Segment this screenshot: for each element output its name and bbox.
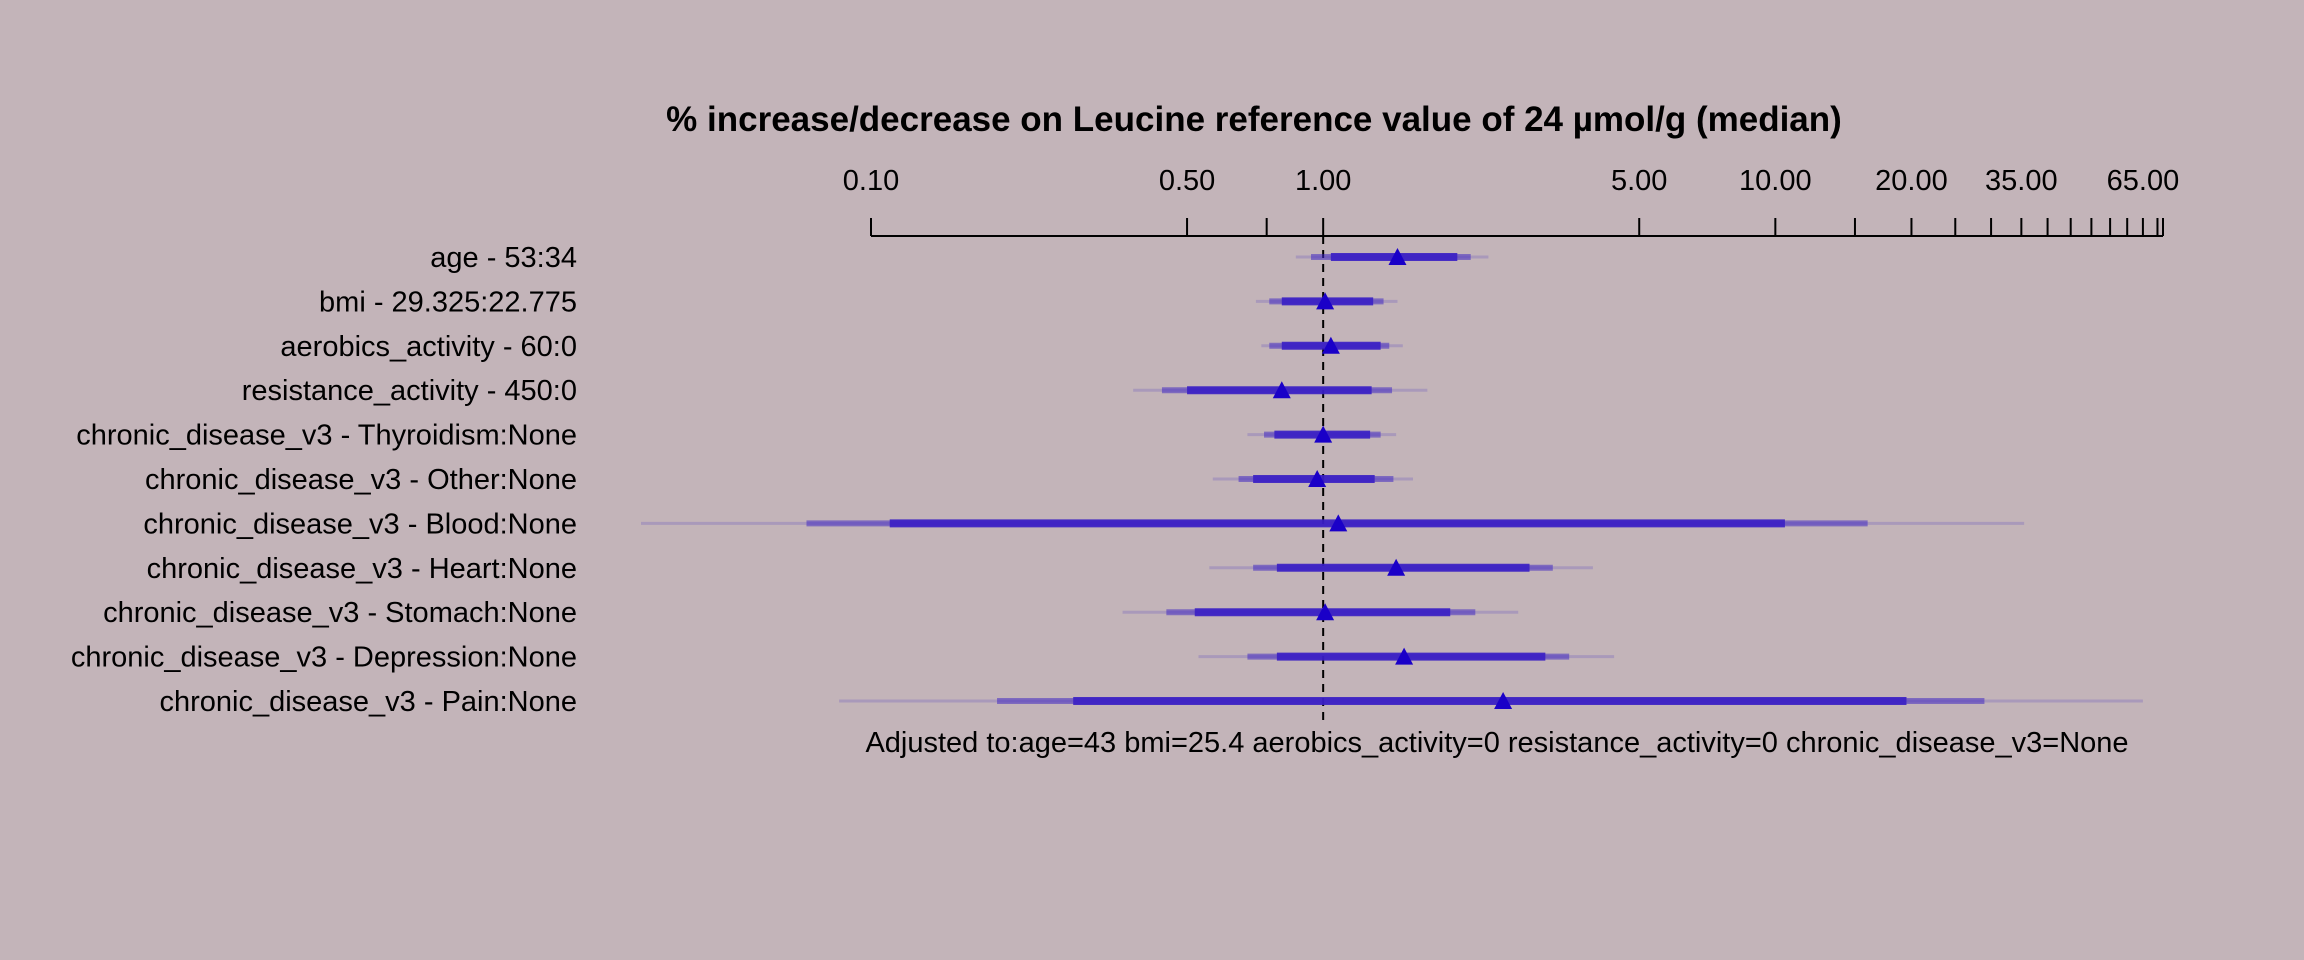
- x-tick-label: 0.50: [1159, 165, 1215, 197]
- x-tick-label: 10.00: [1739, 165, 1812, 197]
- row-label: chronic_disease_v3 - Depression:None: [71, 642, 577, 674]
- estimate-marker: [1308, 470, 1327, 487]
- estimate-marker: [1329, 514, 1348, 532]
- x-tick-label: 20.00: [1875, 165, 1948, 197]
- forest-row: chronic_disease_v3 - Heart:None: [147, 553, 1593, 585]
- estimate-marker: [1387, 558, 1406, 576]
- forest-row: age - 53:34: [430, 242, 1489, 274]
- row-label: age - 53:34: [430, 242, 577, 274]
- x-tick-label: 35.00: [1985, 165, 2058, 197]
- row-label: bmi - 29.325:22.775: [319, 286, 577, 318]
- forest-row: resistance_activity - 450:0: [242, 375, 1428, 407]
- row-label: chronic_disease_v3 - Heart:None: [147, 553, 577, 585]
- x-tick-label: 5.00: [1611, 165, 1667, 197]
- forest-row: chronic_disease_v3 - Depression:None: [71, 642, 1615, 674]
- estimate-marker: [1314, 425, 1333, 443]
- forest-row: chronic_disease_v3 - Other:None: [145, 464, 1413, 496]
- forest-row: bmi - 29.325:22.775: [319, 286, 1398, 318]
- estimate-marker: [1321, 336, 1340, 354]
- estimate-marker: [1272, 381, 1291, 399]
- forest-row: chronic_disease_v3 - Blood:None: [143, 508, 2025, 540]
- x-tick-label: 1.00: [1295, 165, 1351, 197]
- estimate-marker: [1388, 248, 1407, 265]
- forest-row: chronic_disease_v3 - Thyroidism:None: [76, 420, 1397, 452]
- row-label: chronic_disease_v3 - Thyroidism:None: [76, 420, 577, 452]
- forest-row: chronic_disease_v3 - Pain:None: [159, 686, 2143, 718]
- adjustment-footnote: Adjusted to:age=43 bmi=25.4 aerobics_act…: [865, 727, 2128, 759]
- estimate-marker: [1316, 292, 1335, 310]
- x-tick-label: 0.10: [843, 165, 899, 197]
- forest-rows: age - 53:34 bmi - 29.325:22.775 aerobics_a…: [71, 242, 2143, 718]
- estimate-marker: [1494, 692, 1513, 709]
- row-label: chronic_disease_v3 - Blood:None: [143, 508, 577, 540]
- row-label: chronic_disease_v3 - Other:None: [145, 464, 577, 496]
- forest-row: chronic_disease_v3 - Stomach:None: [103, 597, 1519, 629]
- estimate-marker: [1316, 603, 1335, 621]
- row-label: resistance_activity - 450:0: [242, 375, 577, 407]
- row-label: aerobics_activity - 60:0: [280, 331, 577, 363]
- row-label: chronic_disease_v3 - Stomach:None: [103, 597, 577, 629]
- x-tick-label: 65.00: [2107, 165, 2180, 197]
- row-label: chronic_disease_v3 - Pain:None: [159, 686, 577, 718]
- chart-title: % increase/decrease on Leucine reference…: [666, 100, 1842, 139]
- x-axis: 0.10 0.50 1.00 5.00 10.00 20.00 35.00 65.00: [843, 165, 2180, 237]
- estimate-marker: [1395, 647, 1414, 665]
- forest-row: aerobics_activity - 60:0: [280, 331, 1403, 363]
